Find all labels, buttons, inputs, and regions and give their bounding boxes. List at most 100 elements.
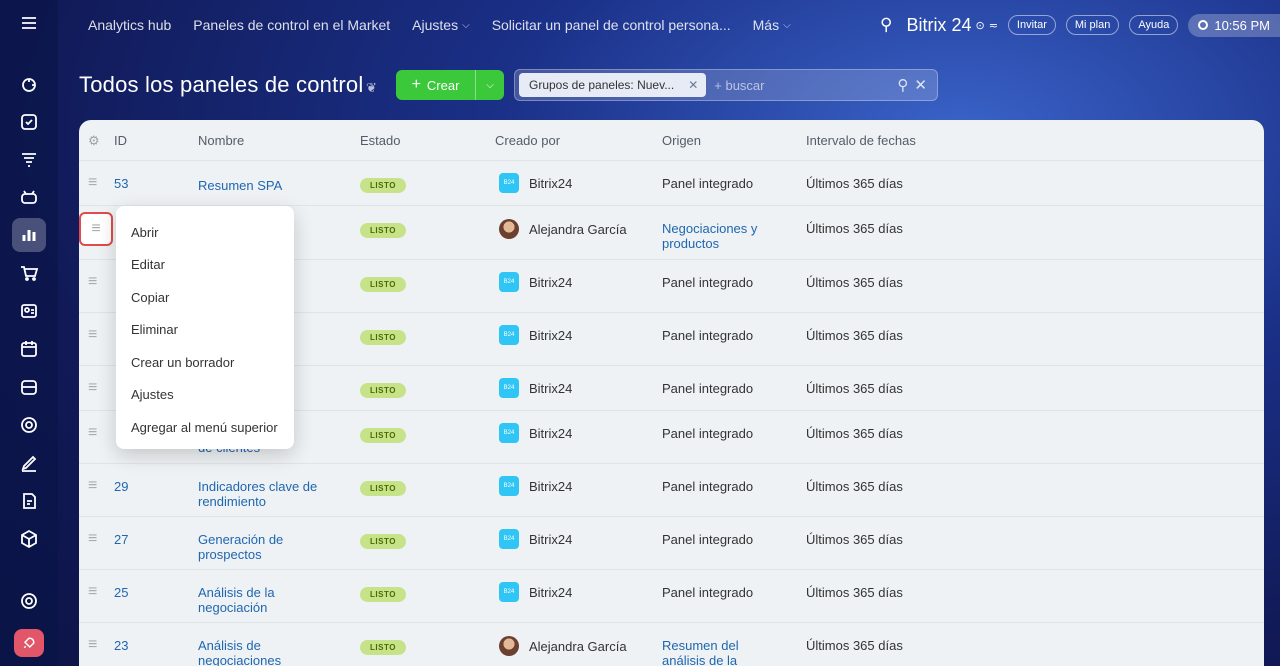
row-name[interactable]: Generación de prospectos [198, 532, 284, 562]
help-button[interactable]: Ayuda [1129, 15, 1179, 35]
header-origin[interactable]: Origen [662, 133, 702, 148]
row-id[interactable]: 23 [114, 638, 129, 653]
calendar-icon[interactable] [12, 332, 46, 366]
menu-item-add-top-menu[interactable]: Agregar al menú superior [131, 419, 278, 435]
table-row[interactable]: ≡ 53 Resumen SPA LISTO B24 Bitrix24 Panel… [79, 161, 1264, 206]
drag-handle-icon[interactable]: ≡ [88, 273, 98, 290]
table-row[interactable]: ≡ LISTO B24 Bitrix24 Panel integrado Últi… [79, 313, 1264, 366]
menu-item-open[interactable]: Abrir [131, 224, 159, 240]
drag-handle-icon[interactable]: ≡ [88, 583, 98, 600]
settings-gear-icon[interactable] [12, 584, 46, 618]
row-creator: B24 Bitrix24 [499, 582, 572, 602]
nav-analytics-hub[interactable]: Analytics hub [88, 17, 172, 33]
table-row[interactable]: ≡ 29 Indicadores clave de rendimiento LI… [79, 464, 1264, 517]
row-id[interactable]: 27 [114, 532, 129, 547]
clear-icon[interactable]: ✕ [914, 77, 927, 94]
nav-settings[interactable]: Ajustes ⌵ [412, 17, 470, 33]
work-time-clock[interactable]: 10:56 PM [1188, 13, 1280, 37]
status-badge: LISTO [360, 330, 406, 345]
pin-icon[interactable]: ❦ [366, 80, 377, 95]
menu-item-copy[interactable]: Copiar [131, 289, 170, 305]
create-main-button[interactable]: + Crear [396, 70, 476, 100]
chip-close-icon[interactable]: ✕ [688, 78, 699, 92]
row-range: Últimos 365 días [806, 176, 903, 191]
drag-handle-icon[interactable]: ≡ [88, 379, 98, 396]
nav-market-dashboards[interactable]: Paneles de control en el Market [193, 17, 391, 33]
table-row[interactable]: ≡ LISTO B24 Bitrix24 Panel integrado Últi… [79, 366, 1264, 411]
tasks-icon[interactable] [12, 105, 46, 139]
row-id[interactable]: 25 [114, 585, 129, 600]
nav-more[interactable]: Más ⌵ [752, 17, 791, 33]
filter-search-box[interactable]: Grupos de paneles: Nuev... ✕ + buscar ⚲ … [514, 69, 938, 101]
create-button[interactable]: + Crear ⌵ [396, 70, 504, 100]
header-creator[interactable]: Creado por [495, 133, 561, 148]
gear-icon[interactable]: ⚙ [88, 133, 100, 148]
row-id[interactable]: 29 [114, 479, 129, 494]
plus-icon: + [411, 76, 421, 93]
menu-item-create-draft[interactable]: Crear un borrador [131, 354, 235, 370]
nav-request-dashboard[interactable]: Solicitar un panel de control persona... [491, 17, 731, 33]
activity-stream-icon[interactable] [12, 68, 46, 102]
sync-icon: ≂ [988, 19, 998, 32]
menu-item-edit[interactable]: Editar [131, 257, 165, 273]
box-icon[interactable] [12, 522, 46, 556]
row-name[interactable]: Análisis de la negociación [198, 585, 275, 615]
funnel-icon[interactable] [12, 142, 46, 176]
create-dropdown-chevron-icon[interactable]: ⌵ [486, 79, 494, 91]
status-badge: LISTO [360, 428, 406, 443]
drag-handle-icon[interactable]: ≡ [88, 530, 98, 547]
bitrix24-logo-icon: B24 [499, 272, 519, 292]
row-menu-handle-icon[interactable]: ≡ [79, 212, 113, 246]
header-status[interactable]: Estado [360, 133, 401, 148]
contact-card-icon[interactable] [12, 294, 46, 328]
row-origin[interactable]: Negociaciones y productos [662, 221, 758, 251]
copilot-icon[interactable] [12, 180, 46, 214]
menu-item-delete[interactable]: Eliminar [131, 322, 178, 338]
analytics-icon[interactable] [12, 218, 46, 252]
drag-handle-icon[interactable]: ≡ [88, 174, 98, 191]
search-icon[interactable]: ⚲ [897, 77, 909, 94]
search-input[interactable]: + buscar [714, 77, 765, 93]
avatar [499, 636, 519, 656]
shop-cart-icon[interactable] [12, 256, 46, 290]
avatar [499, 219, 519, 239]
bitrix-logo: Bitrix 24 ⊙ ≂ [906, 14, 998, 35]
row-name[interactable]: Resumen SPA [198, 178, 283, 193]
drag-handle-icon[interactable]: ≡ [88, 326, 98, 343]
row-range: Últimos 365 días [806, 638, 903, 653]
filter-chip[interactable]: Grupos de paneles: Nuev... ✕ [519, 73, 707, 97]
drag-handle-icon[interactable]: ≡ [88, 477, 98, 494]
bitrix24-logo-icon: B24 [499, 173, 519, 193]
drag-handle-icon[interactable]: ≡ [88, 424, 98, 441]
search-icon[interactable]: ⚲ [879, 15, 893, 34]
row-name[interactable]: Análisis de negociaciones [198, 638, 282, 666]
row-origin[interactable]: Resumen del análisis de la [662, 638, 739, 666]
row-id[interactable]: 53 [114, 176, 129, 191]
document-edit-icon[interactable] [12, 484, 46, 518]
archive-icon[interactable] [12, 370, 46, 404]
row-range: Últimos 365 días [806, 221, 903, 236]
header-id[interactable]: ID [114, 133, 127, 148]
table-row[interactable]: LISTO Alejandra García Negociaciones y p… [79, 206, 1264, 260]
table-row[interactable]: ≡ 27 Generación de prospectos LISTO B24 B… [79, 517, 1264, 570]
invite-button[interactable]: Invitar [1007, 15, 1056, 35]
header-range[interactable]: Intervalo de fechas [806, 133, 916, 148]
table-row[interactable]: ≡ 23 Análisis de negociaciones LISTO Ale… [79, 623, 1264, 666]
sign-pen-icon[interactable] [12, 446, 46, 480]
header-name[interactable]: Nombre [198, 133, 245, 148]
status-badge: LISTO [360, 383, 406, 398]
table-row[interactable]: ≡ LISTO B24 Bitrix24 Panel integrado Últi… [79, 260, 1264, 313]
top-navigation: Analytics hub Paneles de control en el M… [58, 0, 1280, 50]
row-name[interactable]: Indicadores clave de rendimiento [198, 479, 318, 509]
menu-item-settings[interactable]: Ajustes [131, 387, 174, 403]
target-icon[interactable] [12, 408, 46, 442]
row-creator: B24 Bitrix24 [499, 272, 572, 292]
menu-hamburger-icon[interactable] [12, 6, 46, 40]
row-range: Últimos 365 días [806, 328, 903, 343]
row-creator: B24 Bitrix24 [499, 378, 572, 398]
drag-handle-icon[interactable]: ≡ [88, 636, 98, 653]
table-row[interactable]: ≡ 25 Análisis de la negociación LISTO B2… [79, 570, 1264, 623]
row-range: Últimos 365 días [806, 381, 903, 396]
rocket-icon[interactable] [14, 629, 44, 657]
my-plan-button[interactable]: Mi plan [1065, 15, 1120, 35]
